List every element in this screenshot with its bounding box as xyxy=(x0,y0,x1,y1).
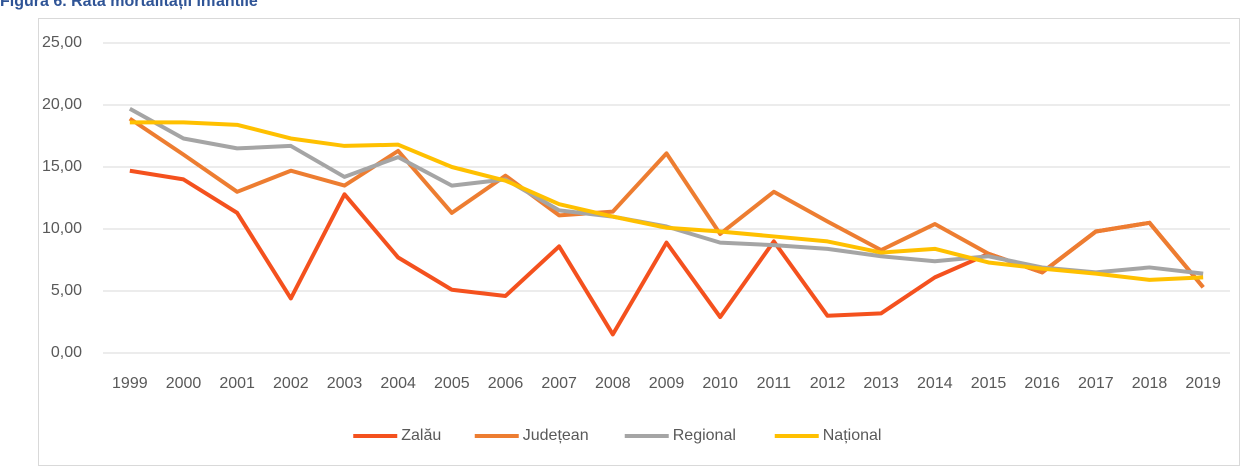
x-tick-label: 2014 xyxy=(917,375,953,392)
x-tick-label: 2011 xyxy=(757,375,792,392)
x-tick-label: 2008 xyxy=(595,375,631,392)
x-tick-label: 2002 xyxy=(273,375,309,392)
x-tick-label: 2003 xyxy=(327,375,363,392)
x-tick-label: 2004 xyxy=(380,375,416,392)
y-tick-label: 25,00 xyxy=(42,34,82,51)
x-tick-label: 2019 xyxy=(1185,375,1221,392)
y-tick-label: 20,00 xyxy=(42,96,82,113)
x-tick-label: 2007 xyxy=(541,375,577,392)
x-tick-label: 2010 xyxy=(702,375,738,392)
x-tick-label: 2017 xyxy=(1078,375,1114,392)
x-tick-label: 2000 xyxy=(166,375,202,392)
y-tick-label: 15,00 xyxy=(42,158,82,175)
x-tick-label: 2005 xyxy=(434,375,470,392)
x-tick-label: 2012 xyxy=(810,375,846,392)
legend-label: Județean xyxy=(523,427,589,444)
legend-label: Regional xyxy=(673,427,736,444)
x-tick-label: 2009 xyxy=(649,375,685,392)
x-tick-label: 2016 xyxy=(1024,375,1060,392)
y-tick-label: 5,00 xyxy=(51,282,82,299)
x-tick-label: 2015 xyxy=(971,375,1007,392)
legend-label: Zalău xyxy=(401,427,441,444)
x-tick-label: 1999 xyxy=(112,375,148,392)
line-series xyxy=(129,120,1204,282)
chart-border xyxy=(38,18,1240,466)
x-tick-label: 2013 xyxy=(863,375,899,392)
y-tick-label: 10,00 xyxy=(42,220,82,237)
x-tick-label: 2018 xyxy=(1132,375,1168,392)
chart-title: Figura 6. Rata mortalității infantile xyxy=(0,0,258,10)
legend-label: Național xyxy=(823,427,882,444)
y-tick-label: 0,00 xyxy=(51,344,82,361)
x-tick-label: 2001 xyxy=(219,375,255,392)
x-tick-label: 2006 xyxy=(488,375,524,392)
